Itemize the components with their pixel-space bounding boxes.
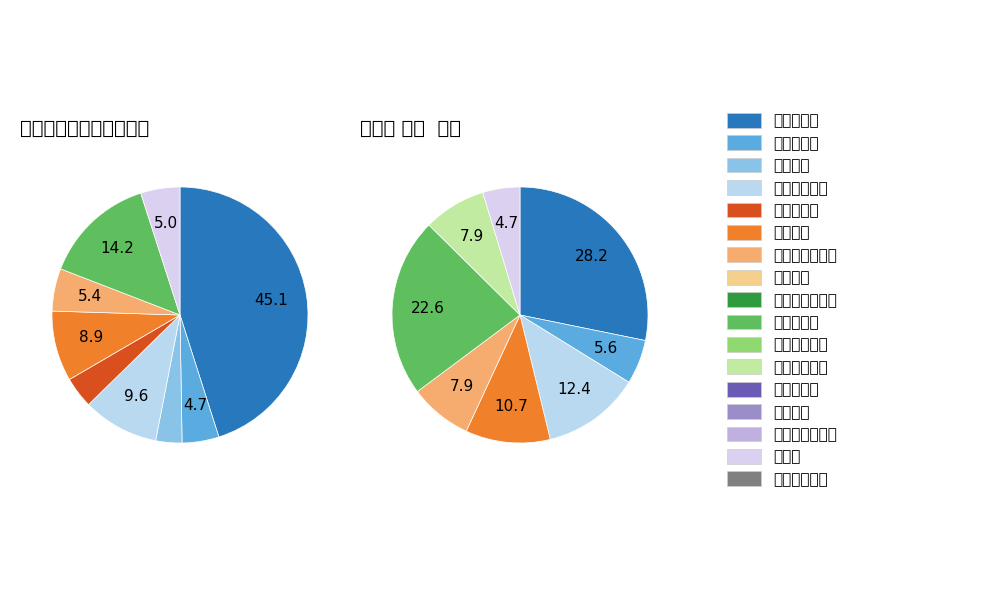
Wedge shape (483, 187, 520, 315)
Text: 7.9: 7.9 (460, 229, 484, 244)
Wedge shape (520, 187, 648, 341)
Wedge shape (61, 193, 180, 315)
Wedge shape (520, 315, 645, 382)
Wedge shape (89, 315, 180, 440)
Text: 長谷川 信哦  選手: 長谷川 信哦 選手 (360, 119, 461, 138)
Text: 4.7: 4.7 (494, 217, 519, 232)
Text: 10.7: 10.7 (494, 399, 528, 414)
Wedge shape (180, 315, 219, 443)
Wedge shape (52, 269, 180, 315)
Wedge shape (156, 315, 182, 443)
Text: 4.7: 4.7 (183, 398, 207, 413)
Wedge shape (429, 193, 520, 315)
Wedge shape (417, 315, 520, 431)
Legend: ストレート, ツーシーム, シュート, カットボール, スプリット, フォーク, チェンジアップ, シンカー, 高速スライダー, スライダー, 縦スライダー, : ストレート, ツーシーム, シュート, カットボール, スプリット, フォーク,… (723, 109, 842, 491)
Text: 22.6: 22.6 (411, 301, 445, 316)
Wedge shape (52, 311, 180, 379)
Text: 8.9: 8.9 (79, 330, 103, 345)
Text: パ・リーグ全プレイヤー: パ・リーグ全プレイヤー (20, 119, 149, 138)
Wedge shape (392, 225, 520, 392)
Text: 5.6: 5.6 (594, 341, 618, 356)
Text: 5.4: 5.4 (78, 289, 102, 304)
Wedge shape (69, 315, 180, 404)
Wedge shape (466, 315, 550, 443)
Text: 7.9: 7.9 (450, 379, 474, 394)
Wedge shape (180, 187, 308, 437)
Text: 14.2: 14.2 (100, 241, 134, 256)
Text: 5.0: 5.0 (154, 217, 178, 232)
Wedge shape (141, 187, 180, 315)
Text: 12.4: 12.4 (557, 382, 591, 397)
Text: 9.6: 9.6 (124, 389, 149, 404)
Text: 28.2: 28.2 (575, 249, 608, 264)
Text: 45.1: 45.1 (254, 293, 288, 308)
Wedge shape (520, 315, 629, 439)
